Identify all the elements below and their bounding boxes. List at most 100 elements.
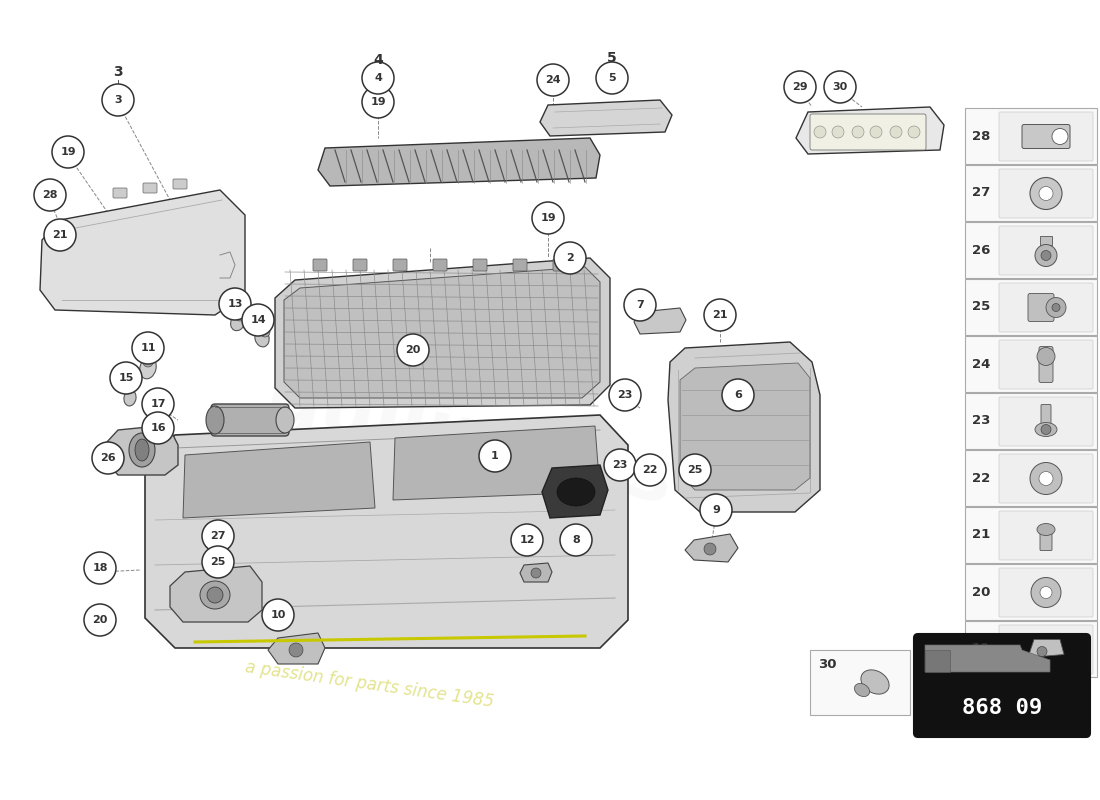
FancyBboxPatch shape (965, 336, 1097, 392)
Circle shape (604, 449, 636, 481)
FancyBboxPatch shape (113, 188, 127, 198)
Circle shape (478, 440, 512, 472)
Circle shape (143, 357, 153, 367)
Circle shape (908, 126, 920, 138)
Circle shape (531, 568, 541, 578)
Circle shape (34, 179, 66, 211)
Circle shape (1046, 298, 1066, 318)
Circle shape (1040, 471, 1053, 486)
Polygon shape (796, 107, 944, 154)
Circle shape (1041, 425, 1050, 434)
Ellipse shape (855, 683, 869, 697)
FancyBboxPatch shape (553, 259, 566, 271)
Ellipse shape (200, 581, 230, 609)
Text: 19: 19 (60, 147, 76, 157)
Text: 9: 9 (712, 505, 719, 515)
FancyBboxPatch shape (965, 108, 1097, 164)
FancyBboxPatch shape (999, 454, 1093, 503)
FancyBboxPatch shape (965, 507, 1097, 563)
Circle shape (235, 311, 245, 321)
FancyBboxPatch shape (433, 259, 447, 271)
Text: 868 09: 868 09 (961, 698, 1042, 718)
Circle shape (700, 494, 732, 526)
FancyBboxPatch shape (314, 259, 327, 271)
Polygon shape (393, 426, 600, 500)
FancyBboxPatch shape (173, 179, 187, 189)
Ellipse shape (1037, 523, 1055, 535)
Polygon shape (1040, 235, 1052, 245)
FancyBboxPatch shape (999, 169, 1093, 218)
FancyBboxPatch shape (211, 404, 289, 436)
Text: 4: 4 (374, 73, 382, 83)
Polygon shape (104, 425, 178, 475)
Text: 25: 25 (972, 301, 990, 314)
Circle shape (260, 327, 270, 337)
Circle shape (679, 454, 711, 486)
Polygon shape (268, 633, 324, 664)
Text: 20: 20 (405, 345, 420, 355)
Circle shape (92, 442, 124, 474)
Text: 20: 20 (92, 615, 108, 625)
FancyBboxPatch shape (999, 397, 1093, 446)
Ellipse shape (231, 314, 245, 330)
Circle shape (362, 86, 394, 118)
Ellipse shape (1035, 422, 1057, 437)
Circle shape (784, 71, 816, 103)
Circle shape (102, 84, 134, 116)
Circle shape (1030, 462, 1062, 494)
Text: 22: 22 (972, 471, 990, 485)
Circle shape (132, 332, 164, 364)
FancyBboxPatch shape (965, 621, 1097, 677)
Text: 7: 7 (636, 300, 644, 310)
Text: 3: 3 (113, 65, 123, 79)
FancyBboxPatch shape (810, 650, 910, 715)
Circle shape (1035, 245, 1057, 266)
Circle shape (1041, 250, 1050, 261)
Text: 23: 23 (613, 460, 628, 470)
Circle shape (634, 454, 665, 486)
Circle shape (532, 202, 564, 234)
Circle shape (852, 126, 864, 138)
FancyBboxPatch shape (999, 340, 1093, 389)
Circle shape (52, 136, 84, 168)
Polygon shape (275, 258, 610, 408)
Ellipse shape (140, 357, 156, 379)
Text: 28: 28 (42, 190, 57, 200)
Text: 11: 11 (141, 343, 156, 353)
FancyBboxPatch shape (1041, 405, 1050, 426)
FancyBboxPatch shape (965, 222, 1097, 278)
Ellipse shape (124, 390, 136, 406)
Circle shape (1052, 303, 1060, 311)
Text: 26: 26 (100, 453, 116, 463)
Text: 30: 30 (818, 658, 836, 671)
Text: 4: 4 (373, 53, 383, 67)
Ellipse shape (557, 478, 595, 506)
Circle shape (704, 299, 736, 331)
Circle shape (832, 126, 844, 138)
FancyBboxPatch shape (965, 393, 1097, 449)
Text: 23: 23 (972, 414, 990, 427)
Circle shape (1040, 586, 1052, 598)
FancyBboxPatch shape (1028, 294, 1054, 322)
FancyBboxPatch shape (999, 283, 1093, 332)
Polygon shape (668, 342, 820, 512)
Ellipse shape (129, 433, 155, 467)
Circle shape (890, 126, 902, 138)
Circle shape (1040, 186, 1053, 201)
Text: 20: 20 (972, 586, 990, 598)
FancyBboxPatch shape (999, 568, 1093, 617)
Circle shape (554, 242, 586, 274)
Text: 6: 6 (734, 390, 741, 400)
Text: 16: 16 (151, 423, 166, 433)
Circle shape (1037, 347, 1055, 366)
Polygon shape (40, 190, 245, 315)
Polygon shape (318, 138, 600, 186)
Polygon shape (183, 442, 375, 518)
Text: 19: 19 (540, 213, 556, 223)
Circle shape (142, 412, 174, 444)
FancyBboxPatch shape (965, 564, 1097, 620)
Polygon shape (925, 645, 1050, 672)
FancyBboxPatch shape (810, 114, 926, 150)
Circle shape (1037, 646, 1047, 657)
FancyBboxPatch shape (1040, 346, 1053, 382)
